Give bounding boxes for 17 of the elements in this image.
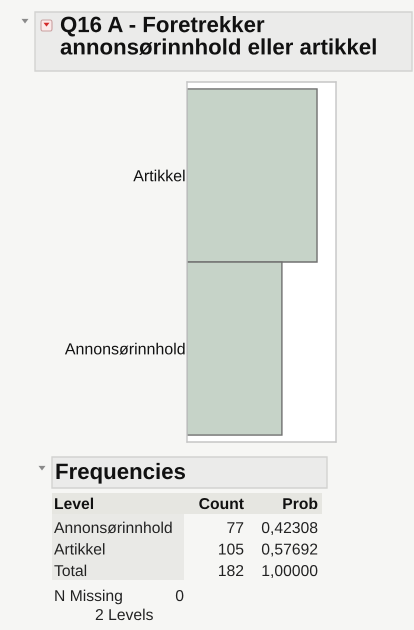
text: Level — [55, 498, 94, 510]
text: 0 — [176, 590, 184, 602]
text: 77 — [227, 522, 244, 533]
text: 105 — [219, 544, 244, 555]
text: 0,57692 — [262, 544, 318, 557]
text: 2 Levels — [96, 608, 153, 620]
text: Total — [54, 564, 86, 576]
category-label: Artikkel — [54, 543, 104, 555]
chart-title: Q16 A - Foretrekker annonsørinnhold eller artikkel — [60, 16, 376, 56]
text: Count — [199, 498, 244, 510]
text: 182 — [219, 565, 244, 576]
text: 1,00000 — [262, 565, 318, 578]
text: Prob — [283, 498, 318, 510]
text: 0,42308 — [262, 522, 318, 536]
text: Frequencies — [56, 462, 186, 484]
text: N Missing — [55, 590, 122, 604]
category-label: Annonsørinnhold — [54, 522, 172, 534]
